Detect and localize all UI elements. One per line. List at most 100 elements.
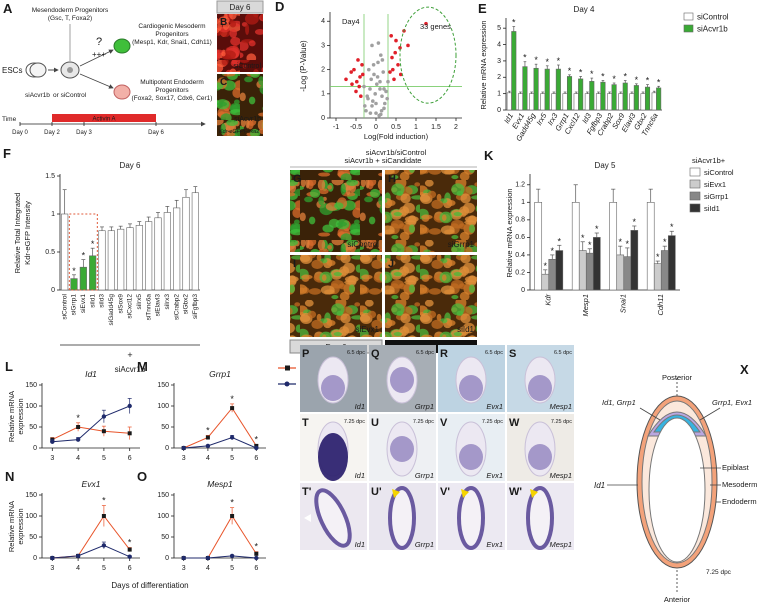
- shape: [321, 375, 345, 401]
- error-bar: [655, 260, 660, 264]
- x-tick-label: siFgfbp3: [192, 294, 199, 319]
- text-label: siGrrp1: [448, 240, 475, 249]
- error-bar: [594, 232, 599, 238]
- x-tick-label: siTnnc6a: [145, 294, 152, 321]
- bar: [511, 31, 517, 111]
- y-axis-label: Relative mRNA: [7, 391, 16, 442]
- text-label: ESCs: [2, 66, 22, 75]
- bar: [646, 202, 655, 291]
- significance: *: [623, 72, 627, 82]
- significance: *: [230, 394, 234, 404]
- y-tick-label: 50: [161, 534, 169, 541]
- x-tick-label: siEvx1: [80, 294, 87, 314]
- text-label: R: [440, 348, 448, 360]
- y-tick-label: 0.6: [515, 234, 525, 241]
- error-bar: [568, 74, 571, 77]
- x-tick-label: Kdr: [544, 293, 553, 305]
- point: [374, 111, 378, 115]
- point: [75, 437, 81, 442]
- point: [127, 403, 132, 409]
- legend-label: siEvx1: [704, 180, 726, 189]
- x-tick-label: siGrrp1: [71, 294, 78, 316]
- bar: [592, 237, 601, 291]
- x-tick-label: Snai1: [619, 294, 628, 313]
- significance: *: [512, 18, 516, 28]
- text-label: T: [302, 417, 309, 429]
- x-tick-label: 3: [50, 565, 54, 572]
- point: [127, 554, 132, 559]
- text-label: siAcvr1b: [234, 116, 261, 123]
- shape: [648, 417, 706, 563]
- y-tick-label: 0.8: [515, 217, 525, 224]
- shape: [528, 444, 552, 470]
- point: [358, 75, 362, 79]
- bar: [173, 207, 181, 291]
- x-tick-label: Cdh11: [656, 294, 665, 316]
- significance: *: [545, 57, 549, 67]
- chart-title: Day 5: [595, 161, 616, 170]
- bar: [135, 225, 143, 291]
- shape: [392, 489, 400, 498]
- point: [127, 547, 132, 552]
- bar: [145, 221, 153, 291]
- point: [127, 431, 132, 436]
- shape: [390, 436, 414, 462]
- x-axis-label: siAcvr1b/siControl: [366, 148, 427, 157]
- text-label: Kdr-eGFP: [219, 129, 244, 135]
- x-tick-label: 3: [182, 455, 186, 462]
- text-label: Epiblast: [722, 463, 750, 472]
- line: [52, 426, 130, 441]
- bar: [595, 93, 602, 111]
- y-tick-label: 150: [25, 492, 37, 499]
- error-bar: [587, 248, 592, 254]
- x-tick-label: 5: [230, 565, 234, 572]
- y-axis-label: Kdr-eGFP Intensity: [23, 201, 32, 265]
- text-label: S: [509, 348, 516, 360]
- point: [390, 55, 394, 60]
- error-bar: [156, 212, 160, 218]
- y-tick-label: 0.2: [515, 269, 525, 276]
- x-tick-label: 5: [230, 455, 234, 462]
- bar: [633, 85, 639, 111]
- error-bar: [574, 91, 578, 94]
- text-label: Endoderm: [722, 497, 757, 506]
- point: [380, 58, 385, 62]
- x-tick-label: siSox9: [117, 294, 124, 314]
- text-label: W: [509, 417, 520, 429]
- text-label: Activin A: [92, 117, 115, 123]
- point: [389, 33, 394, 38]
- line: [52, 544, 130, 559]
- point: [376, 60, 380, 65]
- shape: [29, 62, 47, 78]
- bar: [623, 256, 632, 291]
- y-tick-label: 50: [29, 424, 37, 431]
- y-axis-label: Relative mRNA: [7, 501, 16, 552]
- point: [101, 414, 107, 419]
- point: [50, 555, 55, 561]
- shape: [318, 433, 348, 481]
- y-tick-label: 150: [25, 382, 37, 389]
- y-tick-label: 2: [321, 66, 325, 73]
- text-label: siControl: [233, 63, 261, 70]
- text-label: Grrp1: [415, 471, 434, 480]
- point: [392, 77, 396, 82]
- error-bar: [580, 241, 585, 251]
- text-label: 7.25 dpc: [413, 419, 434, 425]
- error-bar: [508, 90, 511, 93]
- x-tick-label: siControl: [61, 293, 68, 319]
- micrograph: [290, 170, 382, 252]
- x-tick-label: 3: [182, 565, 186, 572]
- significance: *: [255, 435, 259, 445]
- micrograph: [385, 170, 477, 252]
- legend-swatch: [683, 12, 694, 21]
- text-label: D: [275, 0, 284, 14]
- bar: [107, 230, 115, 291]
- text-label: B: [220, 17, 227, 28]
- bar: [541, 273, 550, 291]
- point: [101, 543, 107, 548]
- point: [359, 94, 363, 99]
- bar: [533, 67, 539, 111]
- error-bar: [573, 184, 578, 203]
- text-label: Evx1: [486, 471, 503, 480]
- x-tick-label: 4: [206, 455, 210, 462]
